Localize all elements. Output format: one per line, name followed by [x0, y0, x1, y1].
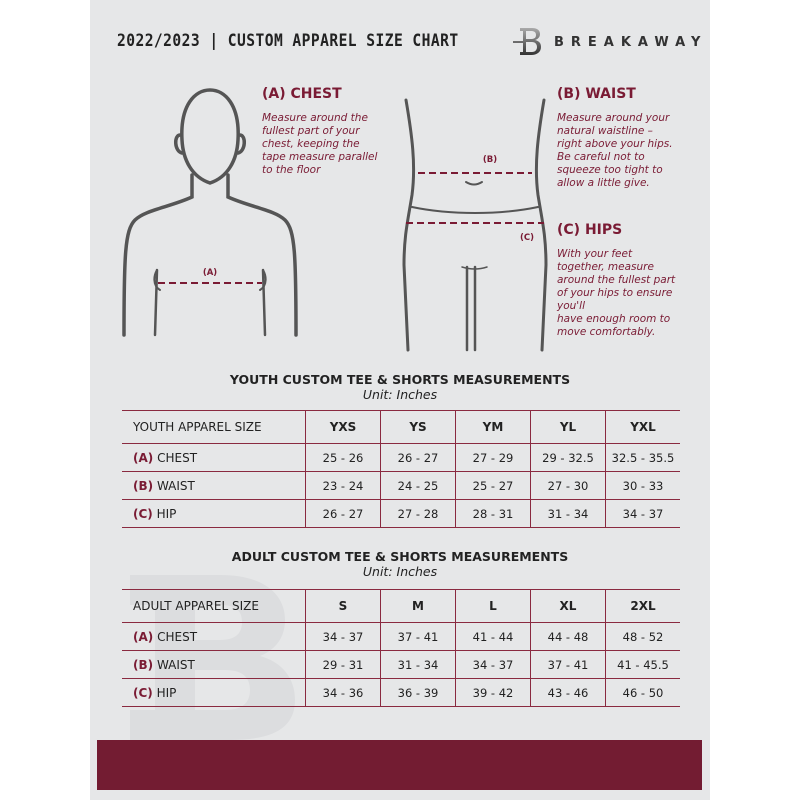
table-row-hip: (C) HIP 34 - 36 36 - 39 39 - 42 43 - 46 46 - … [122, 678, 680, 707]
cell: 44 - 48 [530, 622, 606, 651]
size-header: M [380, 589, 456, 623]
cell: 26 - 27 [305, 499, 381, 528]
table-row-hip: (C) HIP 26 - 27 27 - 28 28 - 31 31 - 34 34 - … [122, 499, 680, 528]
cell: 48 - 52 [605, 622, 680, 651]
cell: 36 - 39 [380, 678, 456, 707]
row-label: (C) HIP [122, 499, 306, 528]
cell: 37 - 41 [380, 622, 456, 651]
header-label: YOUTH APPAREL SIZE [122, 410, 306, 444]
size-header: YS [380, 410, 456, 444]
row-label: (B) WAIST [122, 471, 306, 500]
upper-body-illustration: (A) [122, 88, 298, 337]
table-header-row: ADULT APPAREL SIZE S M L XL 2XL [122, 589, 680, 623]
cell: 34 - 37 [455, 650, 531, 679]
cell: 34 - 36 [305, 678, 381, 707]
youth-size-table: YOUTH APPAREL SIZE YXS YS YM YL YXL (A) … [122, 410, 680, 528]
footer-band [97, 740, 702, 790]
cell: 24 - 25 [380, 471, 456, 500]
youth-title: YOUTH CUSTOM TEE & SHORTS MEASUREMENTS [229, 372, 571, 387]
cell: 37 - 41 [530, 650, 606, 679]
cell: 34 - 37 [605, 499, 680, 528]
waist-marker: (B) [483, 155, 497, 165]
breakaway-logo-icon [513, 28, 541, 55]
cell: 32.5 - 35.5 [605, 443, 680, 472]
size-header: YL [530, 410, 606, 444]
waist-description: Measure around your natural waistline – ri… [557, 112, 673, 189]
chest-heading: (A) CHEST [262, 86, 342, 102]
table-row-waist: (B) WAIST 23 - 24 24 - 25 25 - 27 27 - 30 30 … [122, 471, 680, 500]
youth-unit: Unit: Inches [362, 387, 438, 402]
cell: 39 - 42 [455, 678, 531, 707]
brand-logo: BREAKAWAY [512, 26, 707, 58]
cell: 25 - 27 [455, 471, 531, 500]
size-header: YXL [605, 410, 680, 444]
cell: 31 - 34 [380, 650, 456, 679]
table-row-waist: (B) WAIST 29 - 31 31 - 34 34 - 37 37 - 41 41 … [122, 650, 680, 679]
size-header: S [305, 589, 381, 623]
table-row-chest: (A) CHEST 34 - 37 37 - 41 41 - 44 44 - 48 48 … [122, 622, 680, 651]
cell: 26 - 27 [380, 443, 456, 472]
cell: 25 - 26 [305, 443, 381, 472]
cell: 23 - 24 [305, 471, 381, 500]
table-header-row: YOUTH APPAREL SIZE YXS YS YM YL YXL [122, 410, 680, 444]
cell: 31 - 34 [530, 499, 606, 528]
hips-description: With your feet together, measure around th… [557, 248, 676, 338]
page-title: 2022/2023 | CUSTOM APPAREL SIZE CHART [117, 31, 459, 51]
cell: 29 - 32.5 [530, 443, 606, 472]
hips-heading: (C) HIPS [557, 222, 623, 238]
lower-body-illustration: (B) (C) [402, 98, 548, 352]
adult-section-heading: ADULT CUSTOM TEE & SHORTS MEASUREMENTS U… [0, 549, 800, 579]
table-row-chest: (A) CHEST 25 - 26 26 - 27 27 - 29 29 - 32.5 3… [122, 443, 680, 472]
size-header: XL [530, 589, 606, 623]
row-label: (A) CHEST [122, 622, 306, 651]
cell: 28 - 31 [455, 499, 531, 528]
adult-size-table: ADULT APPAREL SIZE S M L XL 2XL (A) CHES… [122, 589, 680, 707]
cell: 41 - 45.5 [605, 650, 680, 679]
cell: 46 - 50 [605, 678, 680, 707]
header-label: ADULT APPAREL SIZE [122, 589, 306, 623]
size-header: YM [455, 410, 531, 444]
brand-name: BREAKAWAY [554, 34, 708, 50]
cell: 27 - 30 [530, 471, 606, 500]
adult-unit: Unit: Inches [362, 564, 438, 579]
size-header: L [455, 589, 531, 623]
row-label: (B) WAIST [122, 650, 306, 679]
cell: 34 - 37 [305, 622, 381, 651]
cell: 27 - 29 [455, 443, 531, 472]
cell: 27 - 28 [380, 499, 456, 528]
hips-marker: (C) [520, 233, 534, 243]
cell: 41 - 44 [455, 622, 531, 651]
chest-description: Measure around the fullest part of your ch… [262, 112, 378, 176]
row-label: (A) CHEST [122, 443, 306, 472]
cell: 43 - 46 [530, 678, 606, 707]
row-label: (C) HIP [122, 678, 306, 707]
adult-title: ADULT CUSTOM TEE & SHORTS MEASUREMENTS [231, 549, 569, 564]
cell: 30 - 33 [605, 471, 680, 500]
cell: 29 - 31 [305, 650, 381, 679]
size-header: YXS [305, 410, 381, 444]
chest-marker: (A) [203, 268, 217, 278]
size-header: 2XL [605, 589, 680, 623]
youth-section-heading: YOUTH CUSTOM TEE & SHORTS MEASUREMENTS U… [0, 372, 800, 402]
waist-heading: (B) WAIST [557, 86, 636, 102]
